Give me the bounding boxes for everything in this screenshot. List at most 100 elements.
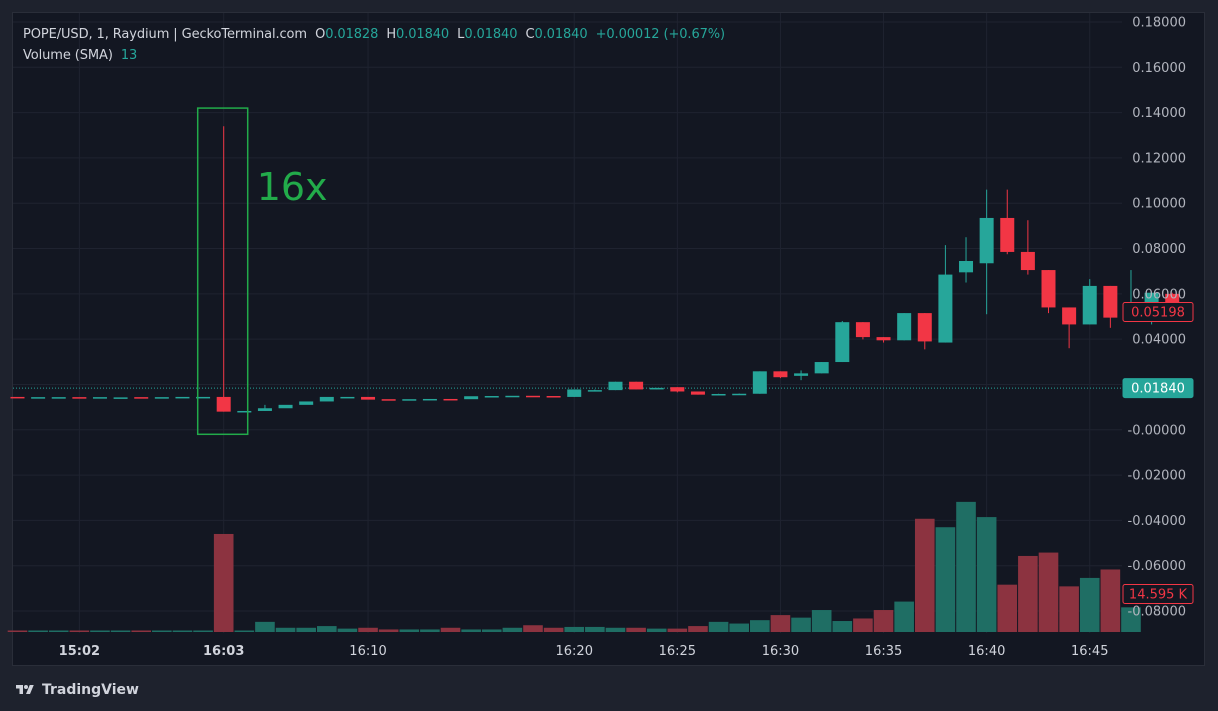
candle-body [546, 396, 561, 398]
time-tick-label: 16:10 [349, 644, 386, 659]
candle-body [278, 404, 293, 409]
candle-body [10, 396, 25, 399]
price-tick-label: -0.02000 [1128, 469, 1186, 484]
candle-body [690, 391, 705, 395]
volume-bar [69, 630, 90, 632]
volume-bar [626, 627, 646, 632]
volume-bar [750, 620, 770, 632]
volume-value: 13 [120, 48, 138, 63]
last-price-badge-label: 0.01840 [1131, 382, 1185, 397]
candle-body [587, 390, 602, 392]
candle-body [134, 397, 149, 399]
time-tick-label: 16:03 [203, 644, 244, 659]
volume-bar [688, 626, 708, 632]
volume-bar [48, 630, 69, 632]
price-tick-label: 0.06000 [1132, 287, 1186, 302]
candle-body [649, 387, 664, 390]
candle-body [1103, 285, 1118, 318]
volume-bar [873, 610, 894, 632]
tradingview-name: TradingView [42, 682, 139, 698]
close-label: C [525, 27, 535, 42]
volume-bar [1100, 569, 1121, 632]
close-value: 0.01840 [534, 27, 588, 42]
candle-body [464, 396, 479, 400]
volume-bar [605, 627, 626, 632]
time-tick-label: 16:45 [1071, 644, 1108, 659]
time-axis[interactable]: 15:02 16:03 16:10 16:20 16:25 16:30 16:35 16:40… [59, 644, 1109, 659]
price-tick-label: 0.12000 [1132, 151, 1186, 166]
candle-body [443, 398, 458, 401]
volume-label: Volume (SMA) [23, 48, 113, 63]
volume-bar [420, 629, 440, 632]
price-tick-label: 0.14000 [1132, 106, 1186, 121]
volume-bar [543, 627, 564, 632]
volume-bar [853, 618, 873, 632]
last-price-badge: 0.01840 [1122, 378, 1194, 399]
volume-bar [1059, 586, 1079, 632]
volume-bar [172, 630, 193, 632]
candle-body [876, 337, 891, 341]
price-tick-label: 0.04000 [1132, 333, 1186, 348]
volume-bar [399, 629, 420, 632]
candle-body [814, 362, 829, 374]
candle-body [1062, 307, 1077, 325]
price-tick-label: 0.10000 [1132, 197, 1186, 212]
volume-bar [646, 628, 667, 632]
candle-body [299, 401, 314, 405]
ohlc-row: POPE/USD, 1, Raydium | GeckoTerminal.com… [23, 24, 725, 45]
volume-bar [131, 630, 152, 632]
tradingview-logo[interactable]: TradingView [12, 680, 139, 700]
candle-body [1041, 270, 1056, 308]
candle-body [752, 371, 767, 394]
high-value: 0.01840 [396, 27, 450, 42]
candle-body [608, 381, 623, 391]
candle-body [629, 381, 644, 390]
time-tick-label: 16:40 [968, 644, 1005, 659]
tradingview-icon [16, 685, 34, 694]
candle-body [319, 396, 334, 402]
volume-bar [110, 630, 131, 632]
volume-bar [770, 615, 791, 632]
volume-bar [729, 623, 750, 632]
volume-bar [378, 629, 399, 632]
volume-bar [976, 517, 997, 632]
volume-bar [358, 627, 378, 632]
annotation-box [196, 107, 249, 436]
price-tick-label: 0.08000 [1132, 242, 1186, 257]
price-badges: 0.05198 0.01840 14.595 K [1122, 301, 1194, 604]
candle-body [31, 397, 46, 399]
candle-body [51, 397, 66, 399]
candle-body [216, 396, 231, 412]
price-tick-label: -0.08000 [1128, 605, 1186, 620]
time-tick-label: 16:30 [762, 644, 799, 659]
volume-bar [1121, 607, 1141, 632]
last-close-badge-bg [1122, 301, 1194, 322]
candle-body [154, 397, 169, 399]
candle-body [1082, 285, 1097, 325]
volume-bar [461, 629, 481, 632]
candle-body [917, 313, 932, 342]
volume-row: Volume (SMA) 13 [23, 45, 725, 66]
candle-body [835, 322, 850, 363]
price-tick-label: 0.16000 [1132, 61, 1186, 76]
volume-bar [585, 626, 605, 632]
volume-bar [894, 601, 914, 632]
volume-bar [1038, 552, 1059, 632]
time-tick-label: 16:35 [865, 644, 902, 659]
volume-bar [1079, 577, 1100, 632]
candle-body [897, 313, 912, 341]
volume-bar [914, 518, 935, 632]
candle-body [361, 396, 376, 400]
last-volume-badge-label: 14.595 K [1129, 588, 1188, 603]
volume-bar [667, 628, 688, 632]
candle-body [567, 389, 582, 397]
price-tick-label: 0.18000 [1132, 16, 1186, 31]
volume-bar [337, 628, 358, 632]
candle-body [257, 408, 272, 411]
open-value: 0.01828 [325, 27, 379, 42]
volume-bar [316, 626, 337, 632]
candle-body [505, 395, 520, 398]
volume-bar [1018, 555, 1038, 632]
low-value: 0.01840 [464, 27, 518, 42]
